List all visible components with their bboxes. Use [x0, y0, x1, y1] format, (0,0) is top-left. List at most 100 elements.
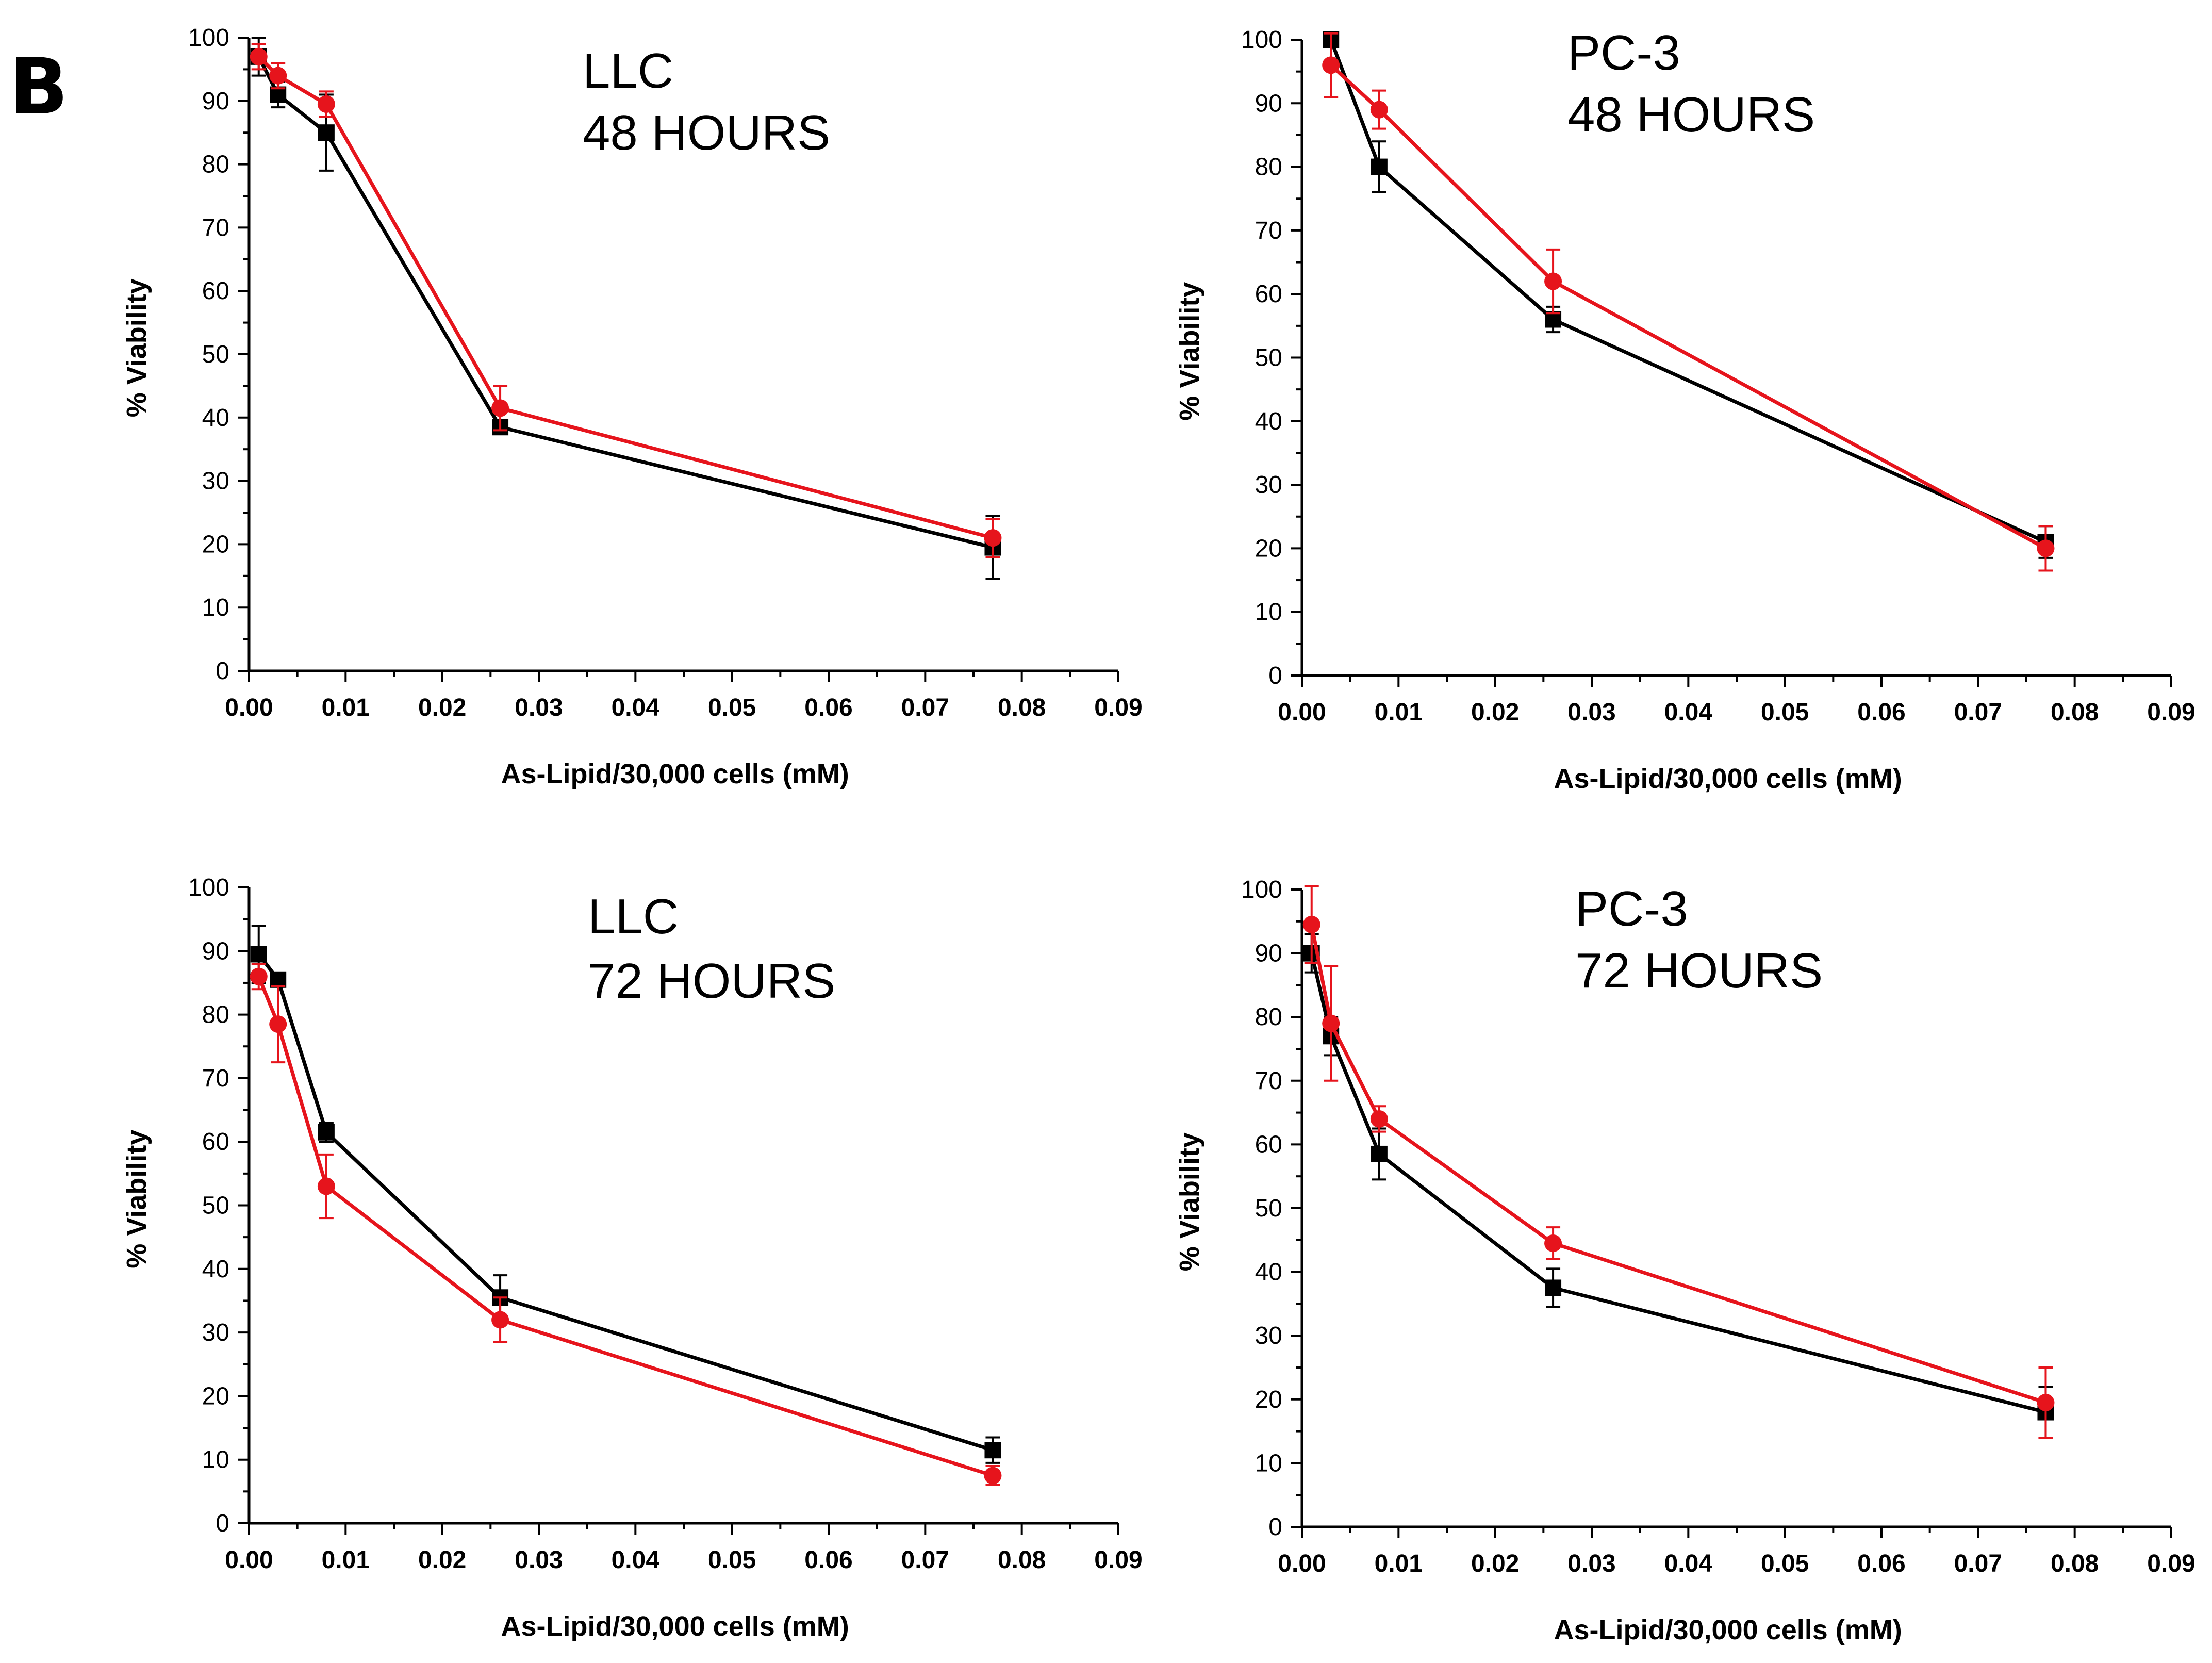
x-tick-label: 0.06 [804, 1546, 852, 1574]
x-tick-label: 0.06 [1857, 1550, 1905, 1577]
y-tick-label: 70 [202, 214, 229, 241]
y-tick-label: 20 [202, 1382, 229, 1410]
y-tick-label: 60 [1255, 281, 1282, 308]
chart-panel-3: 0 10 20 30 40 50 60 70 80 90 100 0.00 0.01 0.02 0.03 0.… [121, 874, 1143, 1642]
y-tick-label: 100 [188, 874, 229, 901]
data-point [250, 967, 268, 985]
panel-cell-line: PC-3 [1567, 25, 1680, 80]
series-red [250, 962, 1002, 1487]
y-tick-label: 0 [1268, 1513, 1282, 1541]
x-axis-title: As-Lipid/30,000 cells (mM) [501, 1611, 849, 1642]
x-tick-label: 0.01 [1375, 699, 1423, 726]
data-point [2037, 539, 2055, 557]
series-line [1329, 39, 2046, 544]
x-tick-label: 0.02 [418, 1546, 466, 1574]
y-tick-label: 70 [202, 1065, 229, 1092]
y-tick-label: 70 [1255, 217, 1282, 244]
data-point [491, 1311, 509, 1329]
x-tick-label: 0.03 [515, 1546, 563, 1574]
x-tick-label: 0.08 [2051, 699, 2099, 726]
y-tick-label: 50 [1255, 1195, 1282, 1222]
x-tick-label: 0.01 [322, 1546, 370, 1574]
x-tick-label: 0.05 [1761, 1550, 1809, 1577]
x-tick-label: 0.00 [1278, 1550, 1326, 1577]
x-tick-label: 0.09 [1094, 1546, 1142, 1574]
y-tick-label: 30 [1255, 471, 1282, 499]
x-tick-label: 0.02 [1471, 699, 1519, 726]
x-tick-label: 0.09 [2147, 699, 2195, 726]
x-tick-label: 0.04 [612, 694, 660, 721]
panel-duration: 48 HOURS [583, 105, 830, 160]
data-point [317, 95, 335, 113]
x-tick-label: 0.07 [1954, 1550, 2002, 1577]
y-tick-label: 0 [216, 657, 229, 685]
x-tick-label: 0.03 [1567, 699, 1615, 726]
x-tick-label: 0.07 [901, 694, 949, 721]
x-tick-label: 0.07 [901, 1546, 949, 1574]
data-point [250, 47, 268, 65]
x-tick-label: 0.01 [322, 694, 370, 721]
y-tick-label: 20 [202, 531, 229, 558]
data-point [2037, 1393, 2055, 1411]
data-point [318, 124, 335, 141]
chart-panel-2: 0 10 20 30 40 50 60 70 80 90 100 0.00 0.01 0.02 0.03 0.… [1174, 25, 2196, 794]
y-tick-label: 50 [1255, 344, 1282, 372]
data-point [318, 1124, 335, 1141]
y-tick-label: 90 [202, 88, 229, 115]
panel-duration: 72 HOURS [588, 953, 835, 1009]
y-tick-label: 10 [202, 594, 229, 621]
x-axis-title: As-Lipid/30,000 cells (mM) [501, 759, 849, 789]
data-point [984, 1442, 1001, 1459]
x-tick-label: 0.00 [1278, 699, 1326, 726]
y-tick-label: 80 [1255, 1003, 1282, 1031]
data-point [1545, 1279, 1562, 1296]
y-tick-label: 90 [202, 937, 229, 965]
y-tick-label: 10 [1255, 599, 1282, 626]
data-point [1370, 101, 1388, 119]
y-axis-title: % Viability [121, 1130, 152, 1269]
data-point [1322, 56, 1340, 74]
data-point [269, 1015, 287, 1033]
x-tick-label: 0.04 [1664, 699, 1713, 726]
data-point [1544, 272, 1562, 290]
x-axis-title: As-Lipid/30,000 cells (mM) [1554, 1615, 1902, 1645]
y-tick-label: 40 [1255, 1259, 1282, 1286]
x-tick-label: 0.03 [515, 694, 563, 721]
x-tick-label: 0.04 [1664, 1550, 1713, 1577]
y-tick-label: 10 [202, 1446, 229, 1474]
data-point [1544, 1234, 1562, 1252]
x-tick-label: 0.03 [1567, 1550, 1615, 1577]
x-tick-label: 0.07 [1954, 699, 2002, 726]
x-tick-label: 0.06 [804, 694, 852, 721]
data-point [317, 1177, 335, 1195]
series-line [257, 976, 994, 1477]
y-axis-title: % Viability [1174, 282, 1205, 421]
y-tick-label: 20 [1255, 1386, 1282, 1413]
data-point [1322, 1014, 1340, 1032]
y-tick-label: 80 [202, 1001, 229, 1029]
chart-panel-4: 0 10 20 30 40 50 60 70 80 90 100 0.00 0.01 0.02 0.03 0.… [1174, 876, 2196, 1645]
x-tick-label: 0.00 [225, 694, 273, 721]
data-point [250, 946, 267, 963]
y-tick-label: 40 [1255, 408, 1282, 435]
x-tick-label: 0.08 [2051, 1550, 2099, 1577]
panel-cell-line: LLC [588, 889, 679, 944]
y-tick-label: 100 [1241, 26, 1282, 54]
x-tick-label: 0.08 [998, 694, 1046, 721]
data-point [1370, 1110, 1388, 1128]
data-point [1371, 1145, 1388, 1162]
series-red [1302, 885, 2055, 1439]
x-tick-label: 0.05 [708, 694, 756, 721]
x-tick-label: 0.08 [998, 1546, 1046, 1574]
data-point [1302, 915, 1320, 933]
y-tick-label: 70 [1255, 1067, 1282, 1095]
y-tick-label: 90 [1255, 940, 1282, 967]
y-tick-label: 10 [1255, 1450, 1282, 1477]
y-tick-label: 0 [1268, 662, 1282, 689]
panel-cell-line: PC-3 [1575, 881, 1688, 936]
panel-cell-line: LLC [583, 43, 673, 98]
y-tick-label: 0 [216, 1510, 229, 1537]
y-tick-label: 80 [202, 151, 229, 178]
series-line [257, 953, 994, 1452]
